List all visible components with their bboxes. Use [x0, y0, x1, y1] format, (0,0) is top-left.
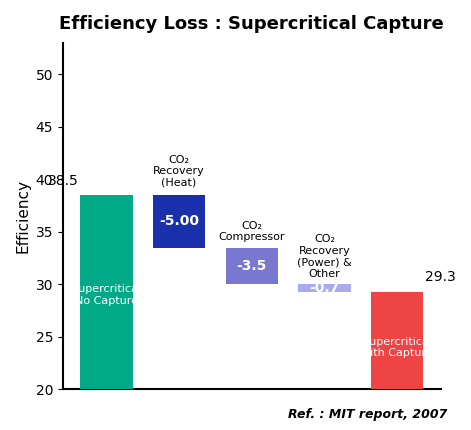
Y-axis label: Efficiency: Efficiency [15, 179, 30, 253]
Text: -0.7: -0.7 [309, 281, 340, 295]
Text: Ref. : MIT report, 2007: Ref. : MIT report, 2007 [288, 408, 447, 421]
Text: 29.3: 29.3 [425, 270, 455, 284]
Bar [298, 284, 350, 292]
Bar [153, 195, 205, 248]
Text: 38.5: 38.5 [48, 174, 79, 188]
Title: Efficiency Loss : Supercritical Capture: Efficiency Loss : Supercritical Capture [59, 15, 444, 33]
Text: -5.00: -5.00 [159, 214, 199, 228]
Text: Supercritical
No Capture: Supercritical No Capture [72, 284, 141, 306]
Bar [371, 292, 423, 389]
Bar [226, 248, 278, 284]
Text: CO₂
Recovery
(Heat): CO₂ Recovery (Heat) [153, 154, 205, 188]
Text: CO₂
Recovery
(Power) &
Other: CO₂ Recovery (Power) & Other [297, 234, 352, 279]
Text: CO₂
Compressor: CO₂ Compressor [219, 221, 285, 243]
Bar [80, 195, 132, 389]
Text: -3.5: -3.5 [236, 259, 267, 273]
Text: Supercritical
with Capture: Supercritical with Capture [361, 337, 433, 358]
